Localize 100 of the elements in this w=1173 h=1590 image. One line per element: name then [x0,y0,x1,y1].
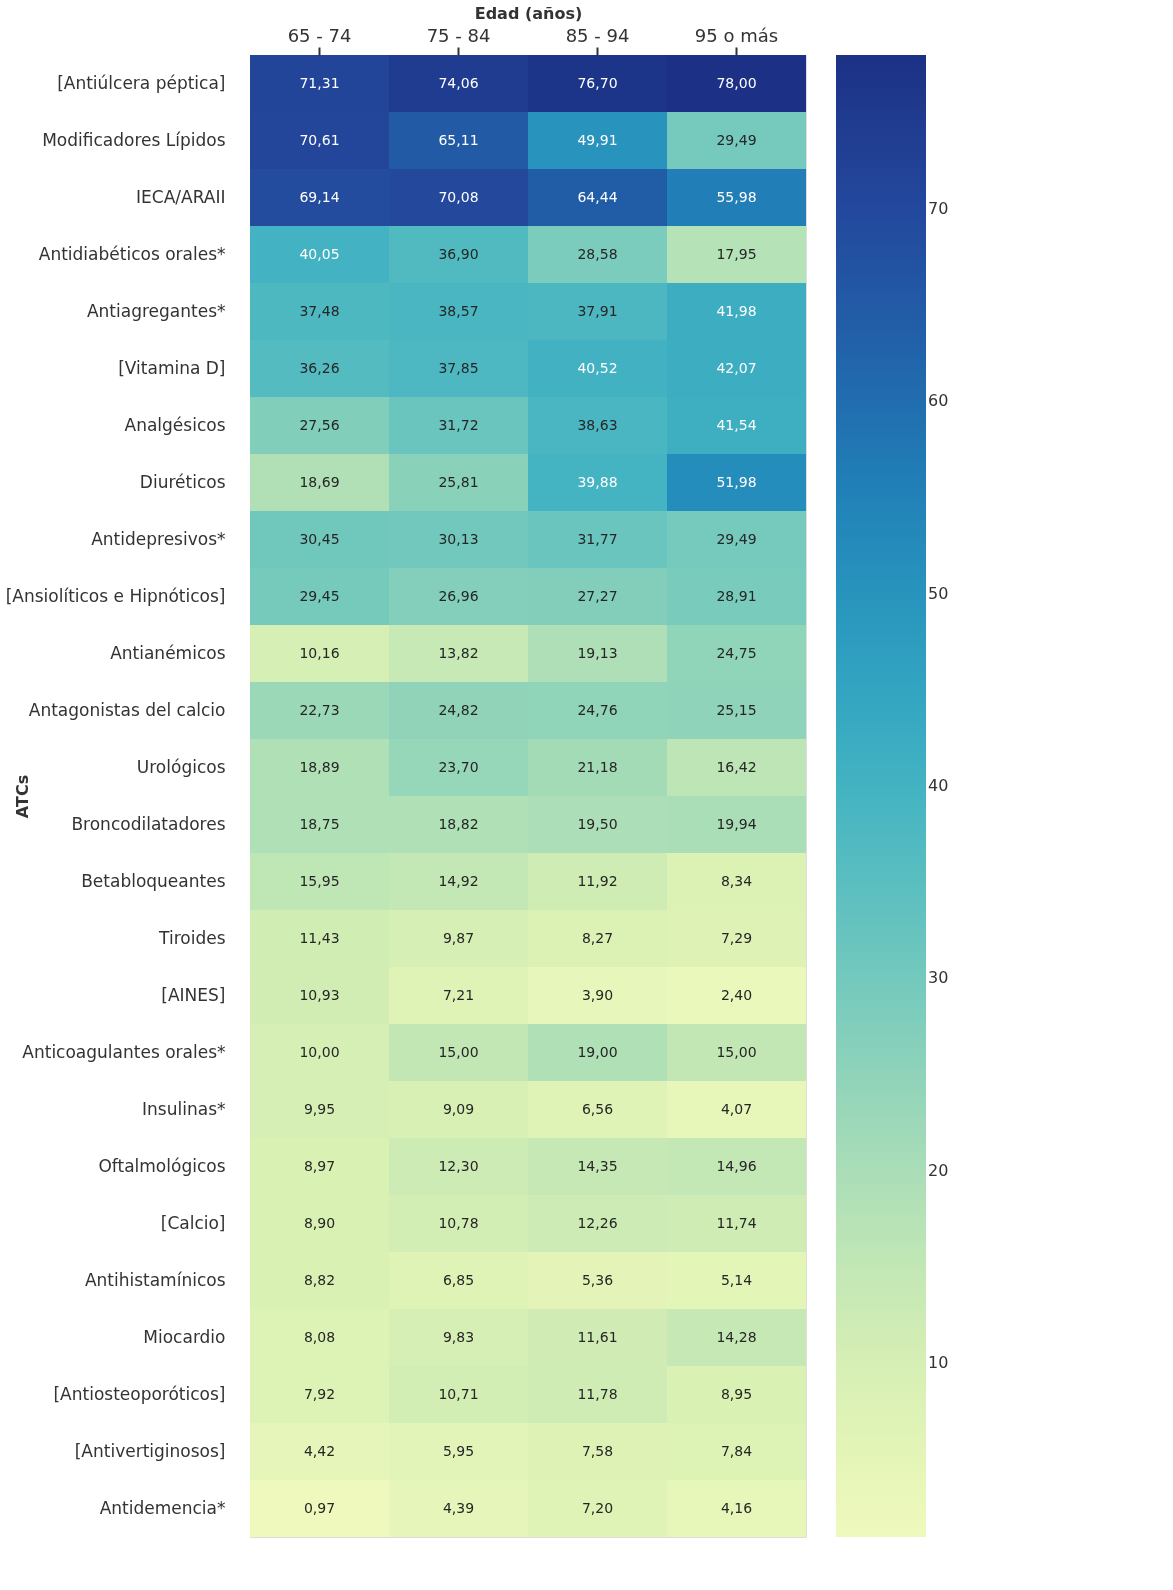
data-label: 8,08 [303,1328,336,1345]
data-label: 41,98 [716,302,757,319]
data-label: 76,70 [577,74,618,91]
color-bar-label: 70 [928,198,949,218]
data-label: 11,74 [716,1214,757,1231]
y-tick-label: [Antiosteoporóticos] [53,1383,226,1404]
data-label: 13,82 [438,644,479,661]
data-label: 4,42 [303,1442,336,1459]
data-label: 49,91 [577,131,618,148]
data-label: 19,00 [577,1043,618,1060]
color-bar-label: 30 [928,968,949,988]
y-tick-label: [Antiúlcera péptica] [57,72,226,93]
data-label: 7,29 [720,929,753,946]
data-label: 11,78 [577,1385,618,1402]
data-label: 64,44 [577,188,618,205]
data-label: 37,91 [577,302,618,319]
y-tick-label: Antidiabéticos orales* [38,243,226,264]
y-tick-label: [Antivertiginosos] [74,1440,226,1461]
data-label: 41,54 [716,416,757,433]
data-label: 10,16 [299,644,340,661]
data-label: 24,76 [577,701,618,718]
data-label: 37,85 [438,359,479,376]
data-label: 5,14 [720,1271,753,1288]
data-label: 28,58 [577,245,618,262]
y-tick-label: [Ansiolíticos e Hipnóticos] [5,585,226,606]
data-label: 69,14 [299,188,340,205]
data-label: 28,91 [716,587,757,604]
data-label: 29,45 [299,587,340,604]
data-label: 24,82 [438,701,479,718]
data-label: 7,21 [442,986,475,1003]
data-label: 9,87 [442,929,475,946]
data-label: 9,09 [442,1100,475,1117]
x-tick-label: 85 - 94 [565,24,630,46]
data-label: 16,42 [716,758,757,775]
data-label: 8,97 [303,1157,336,1174]
y-tick-label: Anticoagulantes orales* [22,1041,226,1062]
data-label: 7,58 [581,1442,614,1459]
data-label: 7,92 [303,1385,336,1402]
data-label: 15,00 [438,1043,479,1060]
data-label: 12,30 [438,1157,479,1174]
color-bar-label: 50 [928,583,949,603]
data-label: 8,27 [581,929,614,946]
data-label: 11,92 [577,872,618,889]
data-label: 2,40 [720,986,753,1003]
data-label: 21,18 [577,758,618,775]
data-label: 10,71 [438,1385,479,1402]
data-label: 31,72 [438,416,479,433]
data-label: 70,08 [438,188,479,205]
data-label: 18,75 [299,815,340,832]
color-bar-label: 60 [928,391,949,411]
y-tick-label: Miocardio [143,1326,226,1347]
data-label: 4,07 [720,1100,753,1117]
data-label: 14,92 [438,872,479,889]
data-label: 8,90 [303,1214,336,1231]
data-label: 19,13 [577,644,618,661]
data-label: 9,95 [303,1100,336,1117]
data-label: 71,31 [299,74,340,91]
x-tick-label: 65 - 74 [287,24,352,46]
color-bar-label: 40 [928,776,949,796]
data-label: 74,06 [438,74,479,91]
data-label: 70,61 [299,131,340,148]
data-label: 10,93 [299,986,340,1003]
data-label: 5,36 [581,1271,614,1288]
data-label: 7,20 [581,1499,614,1516]
data-label: 30,45 [299,530,340,547]
data-label: 40,05 [299,245,340,262]
data-label: 26,96 [438,587,479,604]
data-label: 55,98 [716,188,757,205]
y-tick-label: Oftalmológicos [98,1155,226,1176]
data-label: 19,94 [716,815,757,832]
data-label: 23,70 [438,758,479,775]
y-tick-label: IECA/ARAII [136,186,226,207]
data-label: 51,98 [716,473,757,490]
data-label: 18,69 [299,473,340,490]
data-label: 30,13 [438,530,479,547]
data-label: 7,84 [720,1442,753,1459]
data-label: 40,52 [577,359,618,376]
y-tick-label: Antianémicos [110,642,226,663]
color-bar-label: 20 [928,1160,949,1180]
data-label: 3,90 [581,986,614,1003]
y-tick-label: Insulinas* [142,1098,226,1119]
y-tick-label: [Calcio] [160,1212,226,1233]
data-label: 31,77 [577,530,618,547]
data-label: 29,49 [716,131,757,148]
data-label: 8,34 [720,872,753,889]
y-tick-label: Diuréticos [139,471,226,492]
data-label: 25,15 [716,701,757,718]
y-tick-label: Antiagregantes* [86,300,226,321]
data-label: 14,96 [716,1157,757,1174]
y-tick-label: Analgésicos [124,414,226,435]
y-axis-title: ATCs [12,774,32,819]
data-label: 29,49 [716,530,757,547]
data-label: 15,00 [716,1043,757,1060]
data-label: 4,16 [720,1499,753,1516]
x-tick-label: 75 - 84 [426,24,491,46]
data-label: 37,48 [299,302,340,319]
data-label: 18,89 [299,758,340,775]
y-tick-label: Broncodilatadores [71,813,226,834]
data-label: 27,56 [299,416,340,433]
data-label: 8,82 [303,1271,336,1288]
